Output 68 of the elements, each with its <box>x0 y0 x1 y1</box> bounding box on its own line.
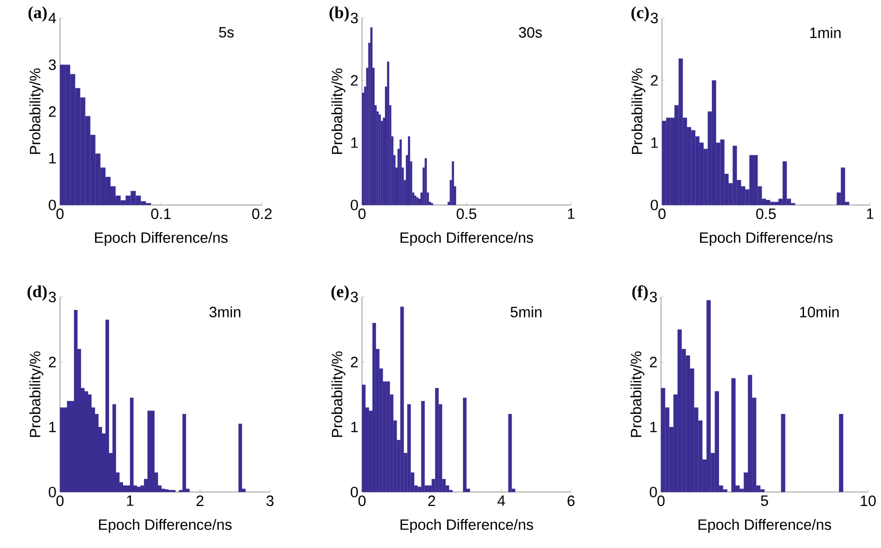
x-tick-label: 2 <box>196 496 204 506</box>
y-tick-label: 2 <box>350 356 358 368</box>
x-tick-label: 3 <box>266 496 274 506</box>
y-tick-label: 0 <box>650 486 657 498</box>
chart-title: (a) <box>28 6 47 22</box>
x-tick-label: 0 <box>56 208 64 220</box>
y-axis-title: Probability/% <box>331 351 346 437</box>
x-axis-title: Epoch Difference/ns <box>700 232 833 246</box>
chart-title: (d) <box>28 285 47 301</box>
y-axis-title: Probability/% <box>29 68 44 154</box>
y-tick-label: 1 <box>49 422 56 432</box>
x-tick-label: 0 <box>658 208 666 220</box>
x-axis-title: Epoch Difference/ns <box>698 518 832 533</box>
y-tick-label: 4 <box>48 12 56 24</box>
chart-subtitle: 10min <box>800 306 839 318</box>
y-axis-title: Probability/% <box>331 68 346 154</box>
y-axis-title: Probability/% <box>631 68 646 154</box>
y-tick-label: 0 <box>48 200 56 210</box>
x-axis-title: Epoch Difference/ns <box>400 232 534 246</box>
x-tick-label: 5 <box>760 496 768 506</box>
x-tick-label: 1 <box>568 208 574 219</box>
y-tick-label: 1 <box>650 422 657 432</box>
y-tick-label: 1 <box>351 138 358 148</box>
x-tick-label: 0 <box>358 496 366 506</box>
y-tick-label: 2 <box>350 75 358 86</box>
y-tick-label: 0 <box>350 486 358 498</box>
chart-subtitle: 1min <box>810 27 841 38</box>
y-tick-label: 1 <box>49 153 56 164</box>
chart-subtitle: 5s <box>219 27 234 38</box>
x-axis-title: Epoch Difference/ns <box>95 232 228 246</box>
x-tick-label: 6 <box>568 496 574 506</box>
x-tick-label: 1 <box>126 496 134 506</box>
y-tick-label: 0 <box>48 486 56 498</box>
y-tick-label: 1 <box>351 422 358 432</box>
y-tick-label: 0 <box>350 200 358 210</box>
x-tick-label: 4 <box>498 496 506 506</box>
chart-title: (b) <box>330 6 349 22</box>
x-tick-label: 10 <box>860 496 876 506</box>
chart-title: (f) <box>632 285 648 301</box>
y-axis-title: Probability/% <box>630 351 644 437</box>
y-axis-title: Probability/% <box>29 351 44 437</box>
y-tick-label: 0 <box>650 200 658 210</box>
y-tick-label: 3 <box>48 59 56 70</box>
chart-title: (e) <box>331 285 349 301</box>
chart-subtitle: 30s <box>518 27 542 38</box>
x-tick-label: 0.1 <box>151 208 171 220</box>
y-tick-label: 2 <box>650 75 658 86</box>
y-tick-label: 2 <box>650 356 657 368</box>
x-tick-label: 0 <box>358 208 366 220</box>
x-tick-label: 1 <box>866 208 874 219</box>
y-tick-label: 3 <box>350 292 358 302</box>
y-tick-label: 1 <box>651 138 658 148</box>
chart-subtitle: 3min <box>209 306 240 318</box>
x-axis-title: Epoch Difference/ns <box>400 518 534 533</box>
x-tick-label: 0.5 <box>456 208 476 220</box>
y-tick-label: 2 <box>48 106 56 117</box>
x-tick-label: 0.2 <box>252 208 272 220</box>
x-axis-title: Epoch Difference/ns <box>99 518 232 533</box>
y-tick-label: 3 <box>350 12 358 24</box>
x-tick-label: 0.5 <box>756 208 776 220</box>
x-tick-label: 0 <box>56 496 64 506</box>
chart-subtitle: 5min <box>510 306 542 318</box>
y-tick-label: 3 <box>48 292 56 302</box>
y-tick-label: 3 <box>650 12 658 24</box>
y-tick-label: 2 <box>48 356 56 368</box>
x-tick-label: 2 <box>428 496 436 506</box>
chart-title: (c) <box>631 6 649 22</box>
y-tick-label: 3 <box>650 292 657 302</box>
